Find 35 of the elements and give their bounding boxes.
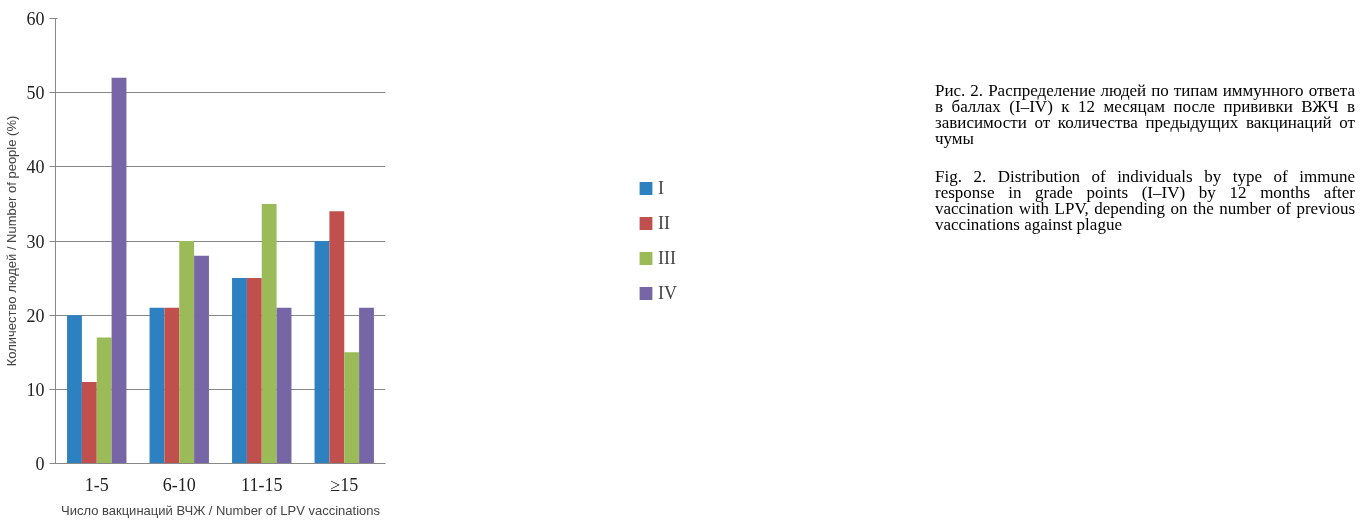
bar [329, 211, 345, 464]
bar [194, 255, 209, 464]
legend-label: I [658, 177, 665, 199]
bar [179, 241, 195, 464]
text: Рис. 2. Распределение людей по типам иммунного ответа в баллах (I–IV) к 12 месяцам после прививки ВЖЧ в зависимости от количества предыдущих вакцинаций от чумы [935, 81, 1355, 148]
bar [276, 307, 292, 464]
bar [232, 278, 247, 464]
legend-label: III [658, 247, 677, 269]
x-axis-title: Число вакцинаций ВЧЖ / Number of LPV vaccinations [61, 502, 381, 518]
bar [149, 307, 165, 464]
y-tick-label: 30 [26, 231, 45, 252]
bar [359, 307, 374, 464]
x-tick-label: 1-5 [84, 474, 109, 495]
bar [246, 278, 262, 464]
y-tick-label: 10 [26, 379, 45, 400]
x-tick-label: 6-10 [162, 474, 196, 495]
x-tick-label: ≥15 [330, 474, 359, 495]
y-tick-label: 0 [35, 454, 45, 474]
y-tick-label: 60 [26, 9, 45, 29]
legend-label: II [658, 212, 671, 234]
x-tick-label: 11-15 [241, 474, 283, 495]
caption: Fig. 2. Distribution of individuals by type of immune response in grade points (I–IV) by 12 months after vaccination with LPV, depending on the number of previous vaccinations against plague [935, 167, 1355, 234]
legend-label: IV [658, 282, 678, 304]
bar [96, 337, 112, 464]
bar [81, 381, 97, 464]
y-tick-label: 20 [26, 305, 45, 326]
bar [111, 77, 127, 464]
y-tick-label: 50 [26, 83, 45, 104]
bar [164, 307, 180, 464]
bar [314, 241, 330, 464]
bar [261, 203, 277, 464]
y-axis-title: Количество людей / Number of people (%) [3, 115, 19, 367]
y-tick-label: 40 [26, 157, 45, 178]
bar [67, 315, 82, 464]
bar [344, 352, 360, 464]
